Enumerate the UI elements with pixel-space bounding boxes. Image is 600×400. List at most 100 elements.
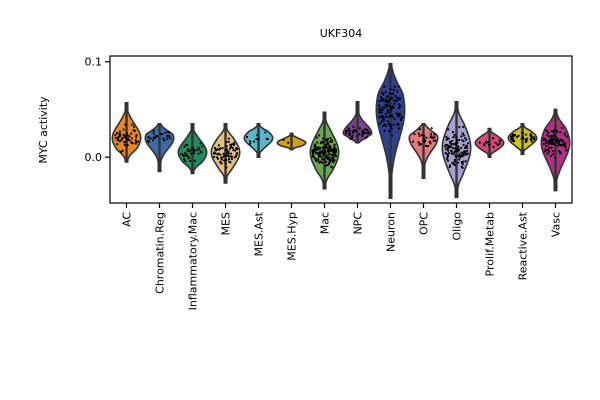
data-point [458, 153, 461, 156]
data-point [390, 108, 393, 111]
violin-chromatin-reg [144, 122, 175, 173]
data-point [462, 125, 465, 128]
data-point [117, 136, 120, 139]
data-point [122, 141, 126, 144]
data-point [252, 140, 256, 143]
violin-npc [342, 101, 373, 144]
data-point [447, 149, 450, 152]
data-point [452, 152, 455, 155]
data-point [227, 140, 230, 143]
data-point [384, 113, 387, 116]
data-point [449, 145, 453, 148]
data-point [125, 134, 128, 137]
data-point [316, 146, 319, 149]
data-point [317, 161, 321, 164]
violin-oligo [441, 101, 472, 199]
data-point [546, 148, 550, 152]
data-point [327, 162, 331, 165]
data-point [454, 143, 457, 146]
data-point [532, 138, 536, 141]
data-point [313, 157, 317, 160]
data-point [465, 149, 469, 152]
data-point [119, 132, 122, 136]
data-point [120, 138, 123, 142]
data-point [445, 157, 449, 160]
data-point [545, 144, 548, 147]
data-point [525, 139, 528, 143]
data-point [315, 136, 318, 139]
data-point [398, 112, 401, 116]
data-point [331, 150, 335, 153]
data-point [454, 147, 457, 150]
data-point [382, 118, 385, 122]
x-tick-label: Oligo [451, 212, 464, 241]
data-point [521, 135, 524, 138]
data-point [458, 126, 461, 129]
data-point [192, 152, 195, 155]
data-point [314, 151, 317, 154]
data-point [450, 152, 454, 155]
data-point [198, 148, 201, 151]
data-point [463, 146, 467, 150]
data-point [425, 136, 428, 139]
data-point [433, 133, 436, 136]
data-point [561, 126, 564, 130]
data-point [133, 125, 136, 128]
data-point [327, 144, 331, 147]
data-point [332, 156, 335, 160]
data-point [448, 165, 451, 169]
data-point [561, 143, 564, 146]
data-point [397, 85, 400, 88]
data-point [387, 115, 390, 118]
data-point [462, 151, 465, 154]
data-point [230, 145, 233, 149]
data-point [399, 118, 403, 122]
data-point [554, 139, 557, 142]
data-point [328, 158, 331, 161]
data-point [430, 135, 433, 138]
data-point [219, 160, 222, 163]
violin-mes [210, 122, 241, 184]
data-point [381, 106, 384, 109]
data-point [325, 164, 328, 167]
data-point [227, 137, 230, 140]
x-tick-label: MES.Ast [253, 211, 266, 256]
data-point [217, 144, 220, 147]
data-point [131, 142, 134, 145]
data-point [393, 118, 396, 121]
data-point [562, 140, 565, 143]
data-point [452, 147, 455, 150]
data-point [149, 137, 152, 140]
data-point [114, 136, 117, 139]
data-point [420, 133, 424, 137]
violin-inflammatory-mac [177, 122, 208, 175]
data-point [417, 141, 420, 144]
data-point [118, 130, 121, 133]
data-point [329, 145, 332, 148]
data-point [384, 124, 388, 128]
data-point [555, 141, 558, 144]
data-point [345, 129, 348, 133]
data-point [116, 143, 119, 146]
data-point [349, 132, 352, 135]
data-point [464, 160, 467, 163]
data-point [331, 166, 334, 169]
data-point [121, 149, 124, 152]
data-point [448, 140, 452, 143]
data-point [184, 152, 187, 155]
data-point [550, 146, 553, 149]
data-point [229, 155, 232, 158]
plot-area [111, 62, 571, 200]
data-point [461, 155, 464, 158]
data-point [216, 157, 220, 160]
data-point [347, 127, 350, 130]
data-point [125, 131, 128, 135]
violin-neuron [375, 62, 406, 200]
data-point [466, 152, 470, 155]
data-point [168, 134, 171, 138]
data-point [134, 136, 138, 139]
data-point [390, 125, 393, 128]
x-tick-label: Reactive.Ast [517, 211, 530, 280]
data-point [345, 132, 348, 135]
